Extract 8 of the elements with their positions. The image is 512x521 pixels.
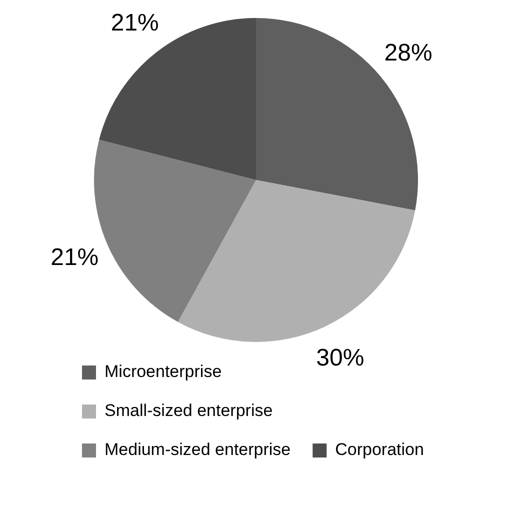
legend-label: Medium-sized enterprise [104,440,291,460]
legend-label: Microenterprise [104,362,222,382]
data-label: 30% [316,344,364,372]
legend-label: Small-sized enterprise [104,401,273,420]
data-label: 28% [384,40,432,67]
data-label: 21% [110,9,159,36]
data-label: 21% [50,244,99,272]
legend-label: Corporation [335,440,424,460]
